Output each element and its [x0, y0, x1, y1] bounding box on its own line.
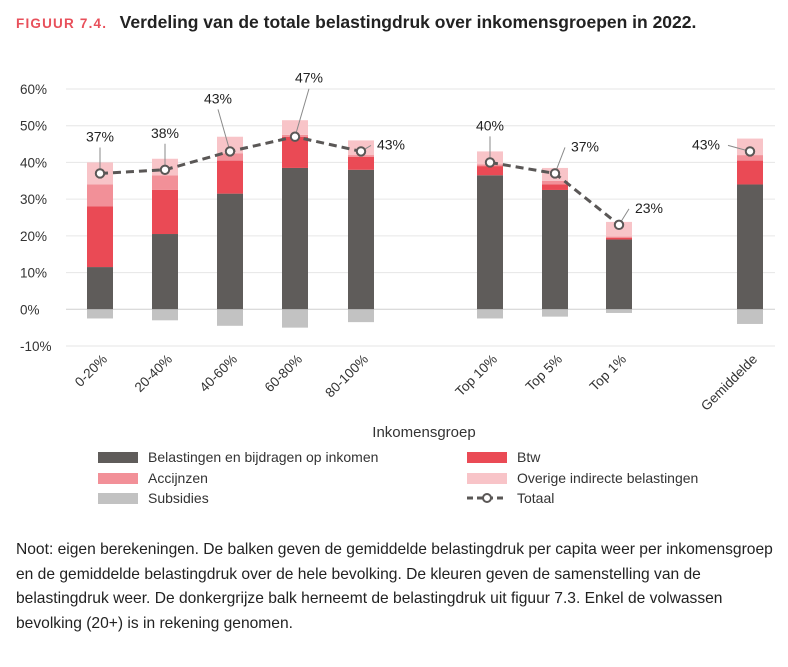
- x-tick-label: 80-100%: [322, 352, 371, 401]
- bar-segment: [606, 239, 632, 310]
- bar-segment: [542, 184, 568, 190]
- y-tick-label: 20%: [20, 229, 47, 244]
- bar-segment: [282, 309, 308, 328]
- totaal-marker: [289, 131, 301, 142]
- totaal-leader-line: [217, 109, 231, 152]
- x-tick-label: Top 5%: [523, 352, 565, 394]
- legend-label: Accijnzen: [148, 470, 208, 486]
- bar-segment: [217, 153, 243, 161]
- figure-title: Verdeling van de totale belastingdruk ov…: [119, 12, 697, 32]
- stacked-bar-chart: -10% 0% 10% 20% 30% 40% 50% 60% 37% 38% 43% 47% 43% 4…: [20, 70, 775, 506]
- y-tick-label: 0%: [20, 302, 40, 317]
- bar-segment: [606, 309, 632, 313]
- legend-label: Subsidies: [148, 490, 209, 506]
- bar-segment: [282, 167, 308, 310]
- figure-note: Noot: eigen berekeningen. De balken geve…: [16, 541, 773, 632]
- x-tick-label: 0-20%: [72, 352, 110, 390]
- bar-segment: [217, 160, 243, 194]
- bar-segment: [606, 236, 632, 238]
- totaal-value-label: 47%: [295, 70, 323, 86]
- bar-segment: [282, 136, 308, 168]
- bar-segment: [152, 309, 178, 321]
- bar-segment: [152, 175, 178, 190]
- x-tick-label: 40-60%: [197, 352, 241, 396]
- legend-swatch: [98, 493, 138, 504]
- totaal-marker: [355, 146, 367, 157]
- bar-segment: [348, 169, 374, 310]
- totaal-value-label: 23%: [635, 200, 663, 216]
- totaal-value-label: 43%: [204, 90, 232, 106]
- bar-segment: [217, 193, 243, 310]
- legend-swatch: [98, 452, 138, 463]
- bar-segment: [606, 237, 632, 240]
- totaal-value-label: 38%: [151, 125, 179, 141]
- bar-segment: [477, 309, 503, 319]
- y-tick-label: 30%: [20, 192, 47, 207]
- bar-segment: [737, 160, 763, 185]
- figure-label: FIGUUR 7.4.: [16, 16, 108, 31]
- totaal-marker: [94, 168, 106, 179]
- x-tick-label: Gemiddelde: [698, 352, 760, 414]
- totaal-leader-line: [294, 88, 310, 137]
- totaal-marker: [613, 219, 625, 231]
- totaal-marker: [744, 146, 756, 157]
- bar-segment: [152, 234, 178, 310]
- bar-segment: [348, 156, 374, 170]
- bar-segment: [87, 309, 113, 319]
- x-tick-label: Top 10%: [452, 352, 500, 400]
- legend-totaal-marker: [482, 493, 492, 503]
- bar-segment: [282, 120, 308, 135]
- totaal-marker: [549, 168, 561, 179]
- legend-label: Btw: [517, 449, 541, 465]
- bar-segment: [87, 267, 113, 310]
- totaal-value-label: 37%: [571, 138, 599, 154]
- x-tick-label: Top 1%: [587, 352, 629, 394]
- x-axis-label: Inkomensgroep: [372, 424, 475, 441]
- legend-swatch: [98, 473, 138, 484]
- bar-segment: [348, 309, 374, 323]
- bar-segment: [217, 309, 243, 326]
- totaal-value-label: 43%: [692, 136, 720, 152]
- bar-segment: [542, 189, 568, 310]
- totaal-marker: [484, 157, 496, 168]
- y-tick-label: 60%: [20, 82, 47, 97]
- totaal-value-label: 40%: [476, 117, 504, 133]
- legend-label: Overige indirecte belastingen: [517, 470, 698, 486]
- bar-segment: [542, 180, 568, 185]
- y-tick-label: -10%: [20, 339, 52, 354]
- bar-segment: [152, 189, 178, 235]
- y-tick-label: 40%: [20, 155, 47, 170]
- bar-segment: [477, 166, 503, 176]
- bar-segment: [542, 309, 568, 317]
- totaal-value-label: 43%: [377, 136, 405, 152]
- bar-segment: [87, 206, 113, 268]
- bar-segment: [737, 309, 763, 324]
- legend-swatch: [467, 452, 507, 463]
- y-tick-label: 50%: [20, 119, 47, 134]
- legend-swatch: [467, 473, 507, 484]
- bar-segment: [477, 175, 503, 310]
- bar-segment: [87, 184, 113, 207]
- x-tick-label: 60-80%: [262, 352, 306, 396]
- bar-segment: [217, 136, 243, 154]
- bar-segment: [737, 155, 763, 161]
- y-tick-label: 10%: [20, 266, 47, 281]
- totaal-value-label: 37%: [86, 128, 114, 144]
- legend-label: Belastingen en bijdragen op inkomen: [148, 449, 378, 465]
- x-tick-label: 20-40%: [132, 352, 176, 396]
- totaal-marker: [159, 164, 171, 175]
- totaal-marker: [224, 146, 236, 157]
- legend-label: Totaal: [517, 490, 554, 506]
- bar-segment: [737, 184, 763, 310]
- figure-header: FIGUUR 7.4. Verdeling van de totale bela…: [16, 12, 696, 33]
